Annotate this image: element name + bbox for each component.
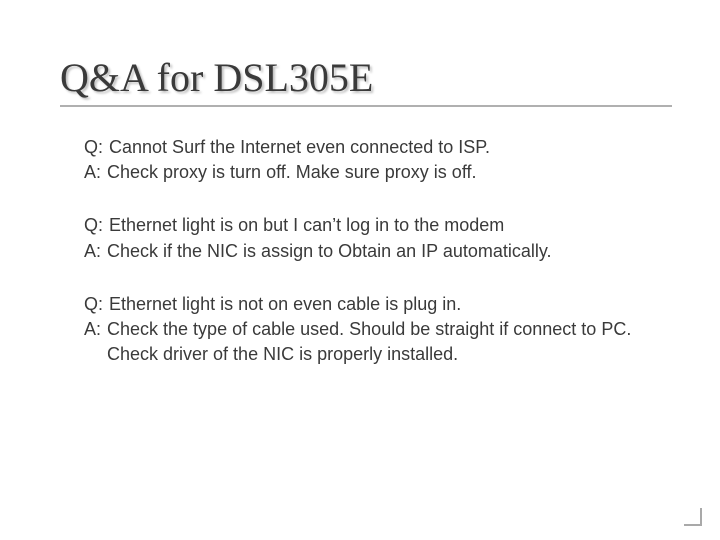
question-line: Q: Ethernet light is not on even cable i… xyxy=(84,292,660,317)
content-area: Q: Cannot Surf the Internet even connect… xyxy=(60,135,672,367)
qa-block: Q: Cannot Surf the Internet even connect… xyxy=(84,135,660,185)
qa-block: Q: Ethernet light is on but I can’t log … xyxy=(84,213,660,263)
q-prefix: Q: xyxy=(84,135,109,160)
q-prefix: Q: xyxy=(84,292,109,317)
corner-decoration-icon xyxy=(682,506,702,526)
question-text: Ethernet light is not on even cable is p… xyxy=(109,292,660,317)
a-prefix: A: xyxy=(84,317,107,367)
question-line: Q: Cannot Surf the Internet even connect… xyxy=(84,135,660,160)
answer-text: Check proxy is turn off. Make sure proxy… xyxy=(107,160,660,185)
slide: Q&A for DSL305E Q: Cannot Surf the Inter… xyxy=(0,0,720,540)
qa-block: Q: Ethernet light is not on even cable i… xyxy=(84,292,660,368)
slide-title: Q&A for DSL305E xyxy=(60,54,672,101)
a-prefix: A: xyxy=(84,239,107,264)
q-prefix: Q: xyxy=(84,213,109,238)
answer-line: A: Check proxy is turn off. Make sure pr… xyxy=(84,160,660,185)
title-underline xyxy=(60,105,672,107)
answer-text: Check the type of cable used. Should be … xyxy=(107,317,660,367)
question-text: Cannot Surf the Internet even connected … xyxy=(109,135,660,160)
answer-line: A: Check the type of cable used. Should … xyxy=(84,317,660,367)
a-prefix: A: xyxy=(84,160,107,185)
question-text: Ethernet light is on but I can’t log in … xyxy=(109,213,660,238)
question-line: Q: Ethernet light is on but I can’t log … xyxy=(84,213,660,238)
answer-line: A: Check if the NIC is assign to Obtain … xyxy=(84,239,660,264)
answer-text: Check if the NIC is assign to Obtain an … xyxy=(107,239,660,264)
